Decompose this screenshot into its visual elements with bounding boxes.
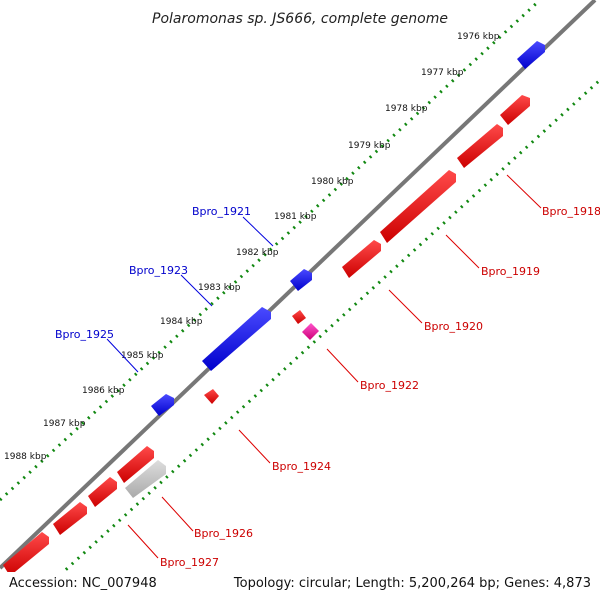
tick-label-1982: 1982 kbp: [236, 248, 279, 258]
plus-leader-lines: [106, 216, 274, 373]
genome-stats-text: Topology: circular; Length: 5,200,264 bp…: [233, 576, 591, 591]
gene-bpro-1921[interactable]: [290, 269, 312, 291]
gene-bpro-1920[interactable]: [342, 240, 381, 278]
gene-bpro-1917[interactable]: [517, 41, 545, 69]
label-bpro-1920[interactable]: Bpro_1920: [424, 320, 483, 333]
label-bpro-1927[interactable]: Bpro_1927: [160, 556, 219, 569]
label-bpro-1922[interactable]: Bpro_1922: [360, 379, 419, 392]
map-title: Polaromonas sp. JS666, complete genome: [152, 11, 448, 27]
tick-label-1986: 1986 kbp: [82, 386, 125, 396]
gene-bpro-1926-a[interactable]: [117, 446, 154, 483]
gene-bpro-1923[interactable]: [202, 307, 271, 371]
gene-bpro-1918[interactable]: [457, 124, 503, 168]
gene-bpro-1919[interactable]: [380, 170, 456, 243]
tick-label-1985: 1985 kbp: [121, 351, 164, 361]
tick-label-1981: 1981 kbp: [274, 212, 317, 222]
gene-bpro-1925[interactable]: [151, 394, 174, 416]
tick-label-1984: 1984 kbp: [160, 317, 203, 327]
minus-strand-genes: [3, 95, 530, 576]
label-bpro-1923[interactable]: Bpro_1923: [129, 264, 188, 277]
gene-bpro-1922-rna[interactable]: [302, 323, 319, 340]
minus-leader-lines: [127, 174, 542, 559]
tick-label-1983: 1983 kbp: [198, 283, 241, 293]
tick-label-1977: 1977 kbp: [421, 68, 464, 78]
label-bpro-1925[interactable]: Bpro_1925: [55, 328, 114, 341]
label-bpro-1926[interactable]: Bpro_1926: [194, 527, 253, 540]
label-bpro-1921[interactable]: Bpro_1921: [192, 205, 251, 218]
footer-background: [0, 572, 600, 600]
accession-text: Accession: NC_007948: [9, 576, 157, 591]
plus-strand-genes: [151, 41, 545, 416]
tick-label-1980: 1980 kbp: [311, 177, 354, 187]
label-bpro-1918[interactable]: Bpro_1918: [542, 205, 600, 218]
gene-bpro-1928[interactable]: [3, 532, 49, 576]
inner-ruler: [58, 78, 600, 577]
label-bpro-1924[interactable]: Bpro_1924: [272, 460, 331, 473]
gene-bpro-1924[interactable]: [204, 389, 219, 404]
gene-bpro-1926-b[interactable]: [88, 477, 117, 507]
gene-pseudo[interactable]: [125, 460, 166, 498]
tick-label-1978: 1978 kbp: [385, 104, 428, 114]
tick-label-1988: 1988 kbp: [4, 452, 47, 462]
label-bpro-1919[interactable]: Bpro_1919: [481, 265, 540, 278]
gene-bpro-1922-red[interactable]: [292, 310, 306, 324]
tick-label-1976: 1976 kbp: [457, 32, 500, 42]
tick-label-1979: 1979 kbp: [348, 141, 391, 151]
ruler-ticks: 1976 kbp 1977 kbp 1978 kbp 1979 kbp 1980…: [4, 32, 500, 462]
gene-bpro-1918a[interactable]: [500, 95, 530, 125]
gene-bpro-1927[interactable]: [53, 502, 87, 535]
tick-label-1987: 1987 kbp: [43, 419, 86, 429]
